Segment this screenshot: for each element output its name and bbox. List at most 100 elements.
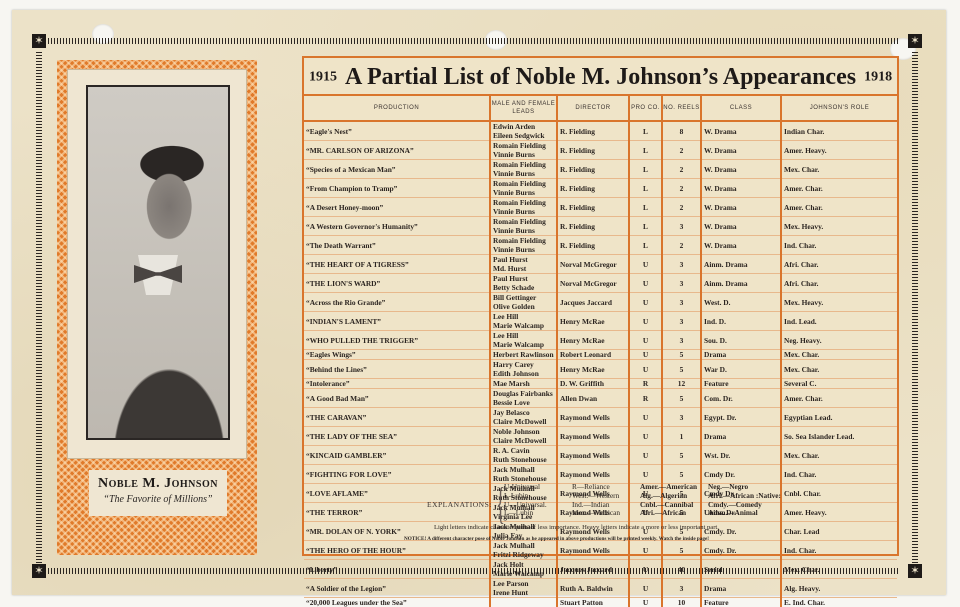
leads-cell: Lee Hill Marie Walcamp bbox=[489, 330, 557, 350]
year-start: 1915 bbox=[308, 69, 337, 85]
pro-co-cell: U bbox=[628, 330, 662, 350]
reels-cell: 5 bbox=[661, 464, 701, 485]
production-cell: “Eagles Wings” bbox=[304, 349, 490, 361]
lead-name: Jack Mulhall bbox=[493, 503, 535, 513]
director-cell: R. Fielding bbox=[556, 121, 629, 141]
lead-name: Betty Schade bbox=[493, 283, 535, 292]
production-cell: “A Soldier of the Legion” bbox=[304, 578, 490, 599]
legend-item: U—Universal. bbox=[504, 499, 547, 509]
class-cell: Ainm. Drama bbox=[700, 254, 781, 274]
lead-name: Romain Fielding bbox=[493, 179, 546, 188]
leads-cell: Jack Mulhall Ruth Stonehouse bbox=[489, 483, 557, 504]
director-cell: Raymond Wells bbox=[556, 426, 629, 447]
lead-name: Edwin Arden bbox=[493, 122, 536, 131]
lead-name: Julia Fay bbox=[493, 531, 523, 541]
production-cell: “Eagle's Nest” bbox=[304, 121, 490, 141]
director-cell: Jacques Jaccard bbox=[556, 292, 629, 312]
lead-name: Paul Hurst bbox=[493, 274, 528, 283]
role-cell: Amer. Char. bbox=[780, 388, 897, 409]
table-row: “A Soldier of the Legion” Lee Parson Irene… bbox=[304, 578, 897, 599]
lead-name: Douglas Fairbanks bbox=[493, 389, 553, 399]
reels-cell: 2 bbox=[661, 140, 701, 160]
pro-co-cell: U bbox=[628, 311, 662, 331]
role-cell: Mex. Heavy. bbox=[780, 292, 897, 312]
class-cell: Feature bbox=[700, 597, 781, 607]
leads-cell: Herbert Rawlinson bbox=[489, 349, 557, 361]
director-cell: Raymond Wells bbox=[556, 502, 629, 523]
legend-item: Afri.—African bbox=[640, 508, 686, 518]
top-border-rule bbox=[48, 38, 898, 44]
lead-name: Claire McDowell bbox=[493, 436, 547, 446]
col-header-production: PRODUCTION bbox=[304, 96, 490, 122]
reels-cell: 3 bbox=[661, 273, 701, 293]
lead-name: Claire McDowell bbox=[493, 417, 547, 427]
class-cell: Drama bbox=[700, 578, 781, 599]
reels-cell: 3 bbox=[661, 407, 701, 428]
director-cell: Allen Dwan bbox=[556, 388, 629, 409]
lead-name: Ruth Stonehouse bbox=[493, 455, 547, 465]
pro-co-cell: U bbox=[628, 273, 662, 293]
leads-cell: Jack Mulhall Fritzi Ridgeway bbox=[489, 540, 557, 561]
role-cell: Amer. Char. bbox=[780, 197, 897, 217]
lead-name: Marie Walcamp bbox=[493, 569, 544, 579]
role-cell: Several C. bbox=[780, 378, 897, 390]
pro-co-cell: L bbox=[628, 178, 662, 198]
lead-name: Bill Gettinger bbox=[493, 293, 537, 302]
leads-cell: Romain Fielding Vinnie Burns bbox=[489, 140, 557, 160]
explanations-col-1: U-Universal L-Lubin U—Universal. L—Lubin bbox=[504, 482, 547, 518]
table-body: “Eagle's Nest” Edwin Arden Eileen Sedgwick… bbox=[304, 121, 897, 607]
pro-co-cell: U bbox=[628, 559, 662, 580]
pro-co-cell: L bbox=[628, 140, 662, 160]
lead-name: Jack Mulhall bbox=[493, 522, 535, 532]
lead-name: Romain Fielding bbox=[493, 198, 546, 207]
production-cell: “INDIAN'S LAMENT” bbox=[304, 311, 490, 331]
class-cell: Drama bbox=[700, 349, 781, 361]
role-cell: Char. Lead bbox=[780, 521, 897, 542]
col-header-class: CLASS bbox=[700, 96, 781, 122]
table-header-row: PRODUCTION MALE AND FEMALE LEADS DIRECTO… bbox=[304, 96, 897, 122]
class-cell: Com. Dr. bbox=[700, 388, 781, 409]
lead-name: Vinnie Burns bbox=[493, 226, 535, 235]
director-cell: Raymond Wells bbox=[556, 407, 629, 428]
appearances-panel: 1915 A Partial List of Noble M. Johnson’… bbox=[302, 56, 899, 607]
class-cell: W. Drama bbox=[700, 159, 781, 179]
pro-co-cell: U bbox=[628, 426, 662, 447]
leads-cell: Noble Johnson Claire McDowell bbox=[489, 426, 557, 447]
reels-cell: 10 bbox=[661, 597, 701, 607]
class-cell: Ind. D. bbox=[700, 311, 781, 331]
lead-name: Fritzi Ridgeway bbox=[493, 550, 544, 560]
leads-cell bbox=[489, 597, 557, 607]
lead-name: Vinnie Burns bbox=[493, 188, 535, 197]
director-cell: Raymond Wells bbox=[556, 540, 629, 561]
table-row: “THE LADY OF THE SEA” Noble Johnson Claire… bbox=[304, 426, 897, 447]
explanations-section: EXPLANATIONS: { U-Universal L-Lubin U—Un… bbox=[304, 478, 897, 554]
table-row: “THE LION'S WARD” Paul Hurst Betty Schade N… bbox=[304, 273, 897, 293]
leads-cell: Jack Holt Marie Walcamp bbox=[489, 559, 557, 580]
reels-cell: 5 bbox=[661, 483, 701, 504]
legend-item: U-Universal bbox=[504, 482, 541, 491]
lead-name: Lee Parson bbox=[493, 579, 529, 589]
bow-tie-shape bbox=[134, 265, 182, 283]
table-row: “THE TERROR” Jack Mulhall Virginia Lee Raym… bbox=[304, 502, 897, 523]
pro-co-cell: L bbox=[628, 121, 662, 141]
table-row: “KINCAID GAMBLER” R. A. Cavin Ruth Stoneho… bbox=[304, 445, 897, 466]
lead-name: Virginia Lee bbox=[493, 512, 533, 522]
leads-cell: Lee Hill Marie Walcamp bbox=[489, 311, 557, 331]
lead-name: Jay Belasco bbox=[493, 408, 530, 418]
pro-co-cell: U bbox=[628, 359, 662, 380]
lead-name: Vinnie Burns bbox=[493, 207, 535, 216]
director-cell: Stuart Patton bbox=[556, 597, 629, 607]
class-cell: W. Drama bbox=[700, 216, 781, 236]
lead-name: R. A. Cavin bbox=[493, 446, 530, 456]
legend-item: Ind.—Indian bbox=[572, 499, 610, 509]
table-row: “A Desert Honey-moon” Romain Fielding Vinn… bbox=[304, 197, 897, 217]
director-cell: D. W. Griffith bbox=[556, 378, 629, 390]
lead-name: Marie Walcamp bbox=[493, 321, 544, 330]
table-row: “WHO PULLED THE TRIGGER” Lee Hill Marie Wa… bbox=[304, 330, 897, 350]
explanations-label: EXPLANATIONS: bbox=[427, 500, 492, 509]
director-cell: Jacques Jaccard bbox=[556, 559, 629, 580]
table-row: “Eagles Wings” Herbert Rawlinson Robert Le… bbox=[304, 349, 897, 361]
lead-name: Marie Walcamp bbox=[493, 340, 544, 349]
lead-name: Bessie Love bbox=[493, 398, 530, 408]
director-cell: Norval McGregor bbox=[556, 254, 629, 274]
